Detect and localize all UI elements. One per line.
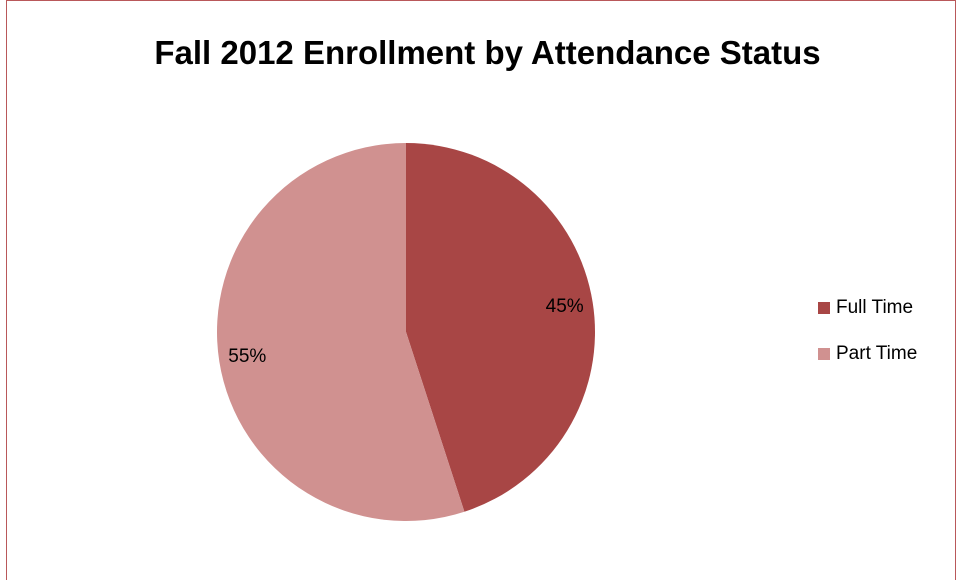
chart-title: Fall 2012 Enrollment by Attendance Statu… bbox=[154, 34, 821, 71]
legend-swatch bbox=[818, 348, 830, 360]
legend-swatch bbox=[818, 302, 830, 314]
legend-label: Full Time bbox=[836, 297, 914, 318]
legend-label: Part Time bbox=[836, 343, 918, 364]
chart-legend: Full Time Part Time bbox=[818, 296, 917, 388]
pie-slice-part-time bbox=[217, 143, 465, 522]
pie-data-label-part-time: 55% bbox=[228, 346, 266, 367]
legend-item-full-time: Full Time bbox=[818, 296, 917, 320]
pie-data-label-full-time: 45% bbox=[546, 296, 584, 317]
pie-slice-full-time bbox=[406, 143, 595, 512]
legend-item-part-time: Part Time bbox=[818, 342, 917, 366]
